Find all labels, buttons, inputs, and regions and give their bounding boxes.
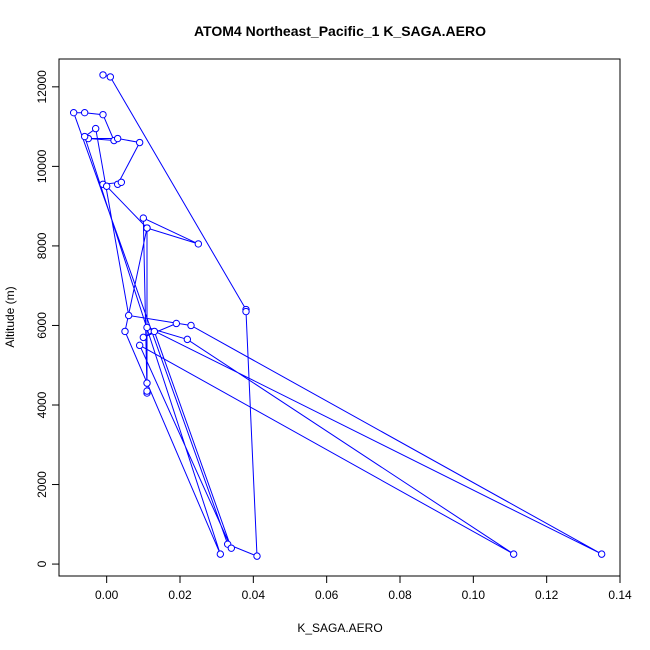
x-axis-label: K_SAGA.AERO (297, 621, 382, 635)
data-point (102, 182, 111, 190)
data-point (106, 73, 115, 81)
plot-frame (58, 58, 621, 577)
plot-area (69, 71, 606, 560)
data-point (99, 71, 107, 79)
x-axis: 0.00 0.02 0.04 0.06 0.08 0.10 0.12 0.14 (95, 576, 632, 602)
data-point (172, 319, 181, 328)
data-point (121, 327, 129, 336)
y-tick-label: 0 (35, 560, 49, 567)
data-point (509, 550, 518, 558)
data-point (253, 552, 261, 560)
x-tick-label: 0.04 (242, 588, 266, 602)
x-tick-label: 0.00 (95, 588, 119, 602)
data-point (150, 327, 159, 336)
data-point (143, 379, 151, 387)
data-point (99, 110, 107, 119)
data-point (143, 224, 151, 232)
data-point (242, 307, 250, 316)
data-point (139, 214, 148, 222)
x-tick-label: 0.06 (315, 588, 339, 602)
data-point (124, 311, 133, 320)
y-tick-label: 10000 (35, 149, 49, 183)
data-point (91, 124, 100, 133)
series-line (72, 74, 602, 557)
y-tick-label: 4000 (35, 391, 49, 418)
y-tick-label: 8000 (35, 232, 49, 259)
y-tick-label: 12000 (35, 70, 49, 104)
data-point (216, 550, 225, 558)
y-tick-label: 2000 (35, 471, 49, 498)
data-point (187, 321, 195, 330)
y-axis: 0 2000 4000 6000 8000 10000 12000 (35, 70, 59, 567)
x-tick-label: 0.10 (462, 588, 486, 602)
x-tick-label: 0.02 (168, 588, 192, 602)
x-tick-label: 0.14 (608, 588, 632, 602)
data-point (183, 335, 192, 344)
y-axis-label: Altitude (m) (3, 286, 17, 347)
data-point (69, 108, 78, 117)
data-point (597, 550, 606, 558)
data-point (143, 323, 151, 332)
x-tick-label: 0.12 (535, 588, 559, 602)
y-tick-label: 6000 (35, 312, 49, 339)
data-point (135, 138, 144, 147)
x-tick-label: 0.08 (388, 588, 412, 602)
data-point (227, 544, 236, 552)
data-point (80, 108, 89, 117)
data-point (117, 178, 126, 186)
data-point (194, 240, 203, 248)
data-point (113, 134, 122, 143)
data-point (143, 387, 151, 395)
data-point (139, 333, 148, 342)
data-point (135, 341, 144, 350)
chart-title: ATOM4 Northeast_Pacific_1 K_SAGA.AERO (194, 23, 486, 39)
data-point (80, 132, 89, 141)
